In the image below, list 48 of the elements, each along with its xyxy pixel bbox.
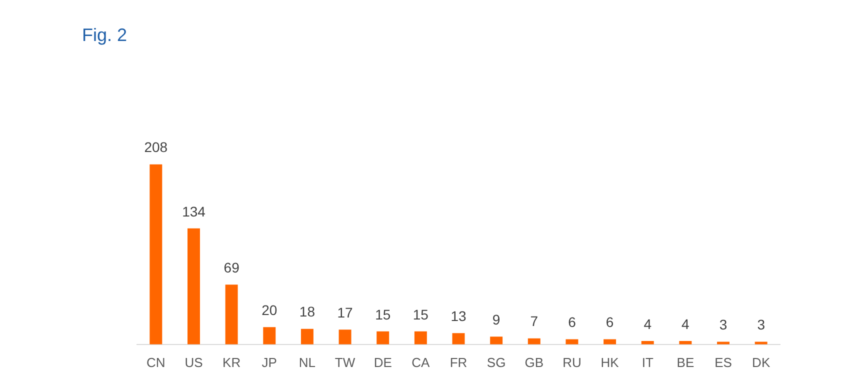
- bar: [376, 331, 390, 344]
- bar: [414, 331, 427, 344]
- data-label: 4: [644, 316, 652, 332]
- data-label: 3: [757, 316, 766, 333]
- data-label: 208: [144, 139, 168, 156]
- data-label: 20: [262, 302, 278, 318]
- bar: [187, 228, 200, 344]
- data-label: 69: [224, 260, 240, 276]
- x-tick-label: GB: [524, 354, 544, 370]
- data-label: 17: [337, 304, 354, 321]
- x-tick-label: CN: [146, 354, 166, 370]
- bar: [150, 164, 162, 344]
- x-tick-label: IT: [642, 354, 654, 370]
- bar: [225, 284, 238, 344]
- bar: [604, 339, 616, 344]
- data-label: 3: [719, 316, 728, 333]
- data-label: 9: [492, 311, 500, 328]
- x-tick-label: SG: [486, 354, 506, 370]
- x-tick-label: NL: [298, 354, 316, 370]
- x-tick-label: US: [184, 354, 204, 370]
- data-label: 6: [606, 314, 614, 330]
- bar: [452, 333, 465, 344]
- x-tick-label: TW: [334, 354, 356, 370]
- bar: [263, 327, 276, 344]
- bar: [566, 339, 578, 344]
- x-tick-label: DK: [752, 354, 770, 370]
- data-label: 18: [299, 304, 316, 320]
- chart-title: Fig. 2: [82, 25, 128, 46]
- x-tick-label: RU: [562, 354, 582, 370]
- x-tick-label: JP: [262, 354, 277, 370]
- x-tick-label: KR: [222, 354, 241, 370]
- bar: [490, 336, 503, 344]
- bar: [528, 338, 540, 344]
- data-label: 15: [375, 306, 391, 322]
- x-tick-label: FR: [450, 354, 468, 370]
- x-tick-label: CA: [412, 354, 430, 370]
- data-label: 7: [530, 313, 538, 330]
- data-label: 13: [450, 308, 466, 324]
- data-label: 6: [568, 314, 576, 330]
- x-tick-label: BE: [676, 354, 694, 370]
- x-tick-label: ES: [714, 354, 732, 370]
- bar: [338, 330, 352, 344]
- data-label: 134: [182, 203, 206, 220]
- bar: [300, 328, 314, 344]
- x-tick-label: HK: [600, 354, 620, 370]
- data-label: 4: [682, 316, 690, 332]
- x-tick-label: DE: [374, 354, 392, 370]
- data-label: 15: [412, 306, 429, 322]
